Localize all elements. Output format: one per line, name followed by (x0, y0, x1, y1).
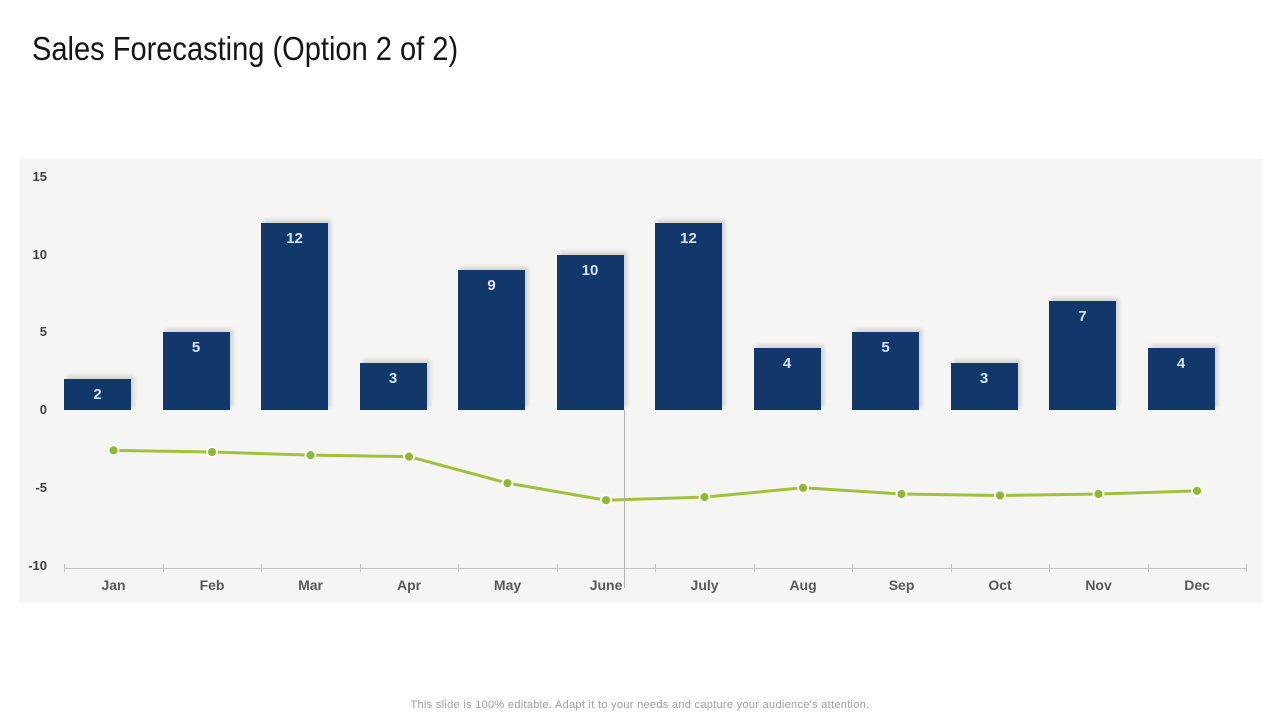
bar-value-label: 9 (487, 277, 496, 294)
x-axis-label-Nov: Nov (1085, 577, 1112, 593)
line-marker-Jan (107, 444, 120, 457)
bar-Nov (1049, 301, 1116, 410)
line-marker-Dec (1191, 484, 1203, 497)
bar-value-label: 4 (1176, 354, 1186, 372)
x-axis-tick (261, 564, 263, 572)
page-title: Sales Forecasting (Option 2 of 2) (32, 30, 459, 67)
x-axis-label-May: May (493, 577, 522, 593)
x-axis-label-Jan: Jan (101, 577, 126, 593)
line-marker-Nov (1092, 488, 1105, 500)
x-axis-tick (556, 564, 558, 572)
x-axis-tick (655, 564, 657, 572)
line-series (107, 444, 1203, 507)
line-marker-Sep (895, 488, 908, 500)
x-axis-label-Mar: Mar (298, 577, 323, 593)
bar-value-label: 2 (93, 385, 102, 403)
x-axis-tick (64, 564, 66, 572)
bar-July (655, 223, 722, 410)
y-axis-tick-label: 0 (39, 402, 47, 417)
x-axis-label-Apr: Apr (396, 577, 422, 593)
line-marker-Oct (994, 489, 1006, 502)
bar-June (556, 254, 624, 410)
x-axis-label-Sep: Sep (888, 577, 915, 593)
x-axis-label-July: July (690, 577, 719, 593)
bar-Mar (261, 223, 328, 410)
x-axis-tick (1246, 564, 1248, 572)
bar-value-label: 12 (286, 230, 303, 248)
bar-value-label: 5 (191, 339, 201, 357)
bar-value-label: 7 (1078, 308, 1087, 326)
forecast-line (113, 448, 1198, 502)
bar-Jan (64, 378, 131, 410)
bar-Oct (950, 363, 1018, 410)
bar-value-label: 3 (388, 370, 398, 388)
line-marker-Feb (206, 446, 218, 458)
sales-forecast-chart: 15 10 5 0 -5 -10 2 5 12 3 9 10 12 4 5 3 7 4 Jan Feb Mar Apr… (19, 159, 1262, 603)
x-axis-tick (162, 564, 164, 572)
x-axis-label-June: June (589, 577, 623, 593)
x-axis-label-Dec: Dec (1184, 577, 1210, 593)
x-axis-tick (359, 564, 361, 572)
x-axis-tick (950, 564, 952, 572)
x-axis-label-Aug: Aug (789, 577, 817, 593)
line-marker-May (501, 477, 514, 490)
x-axis-tick (753, 564, 755, 572)
line-marker-June (600, 494, 612, 507)
x-axis-label-Feb: Feb (199, 577, 225, 593)
bar-May (458, 270, 525, 410)
editable-note: This slide is 100% editable. Adapt it to… (410, 699, 870, 711)
bar-Aug (753, 347, 821, 410)
june-divider-line (623, 410, 625, 588)
x-axis-tick (1147, 564, 1149, 572)
x-axis-label-Oct: Oct (988, 577, 1012, 593)
bar-Apr (359, 363, 427, 410)
bar-value-label: 10 (581, 261, 599, 279)
line-marker-Mar (304, 449, 317, 462)
bar-value-label: 3 (979, 370, 989, 388)
bar-Sep (852, 332, 919, 411)
bar-value-label: 12 (680, 230, 697, 248)
x-axis-tick (852, 564, 854, 572)
bar-value-label: 5 (881, 339, 890, 357)
bar-value-label: 4 (782, 354, 792, 372)
y-axis-tick-label: -10 (28, 557, 47, 573)
bar-Dec (1147, 347, 1215, 410)
bar-Feb (162, 332, 230, 411)
x-axis-tick (1049, 564, 1051, 572)
y-axis-tick-label: 10 (32, 246, 47, 262)
y-axis-tick-label: 15 (32, 168, 47, 184)
x-axis-line (64, 568, 1246, 569)
y-axis-tick-label: -5 (35, 479, 47, 495)
line-marker-Aug (797, 481, 809, 494)
y-axis-tick-label: 5 (39, 324, 47, 340)
line-marker-Apr (403, 450, 415, 463)
line-marker-July (698, 491, 711, 504)
x-axis-tick (458, 564, 460, 572)
